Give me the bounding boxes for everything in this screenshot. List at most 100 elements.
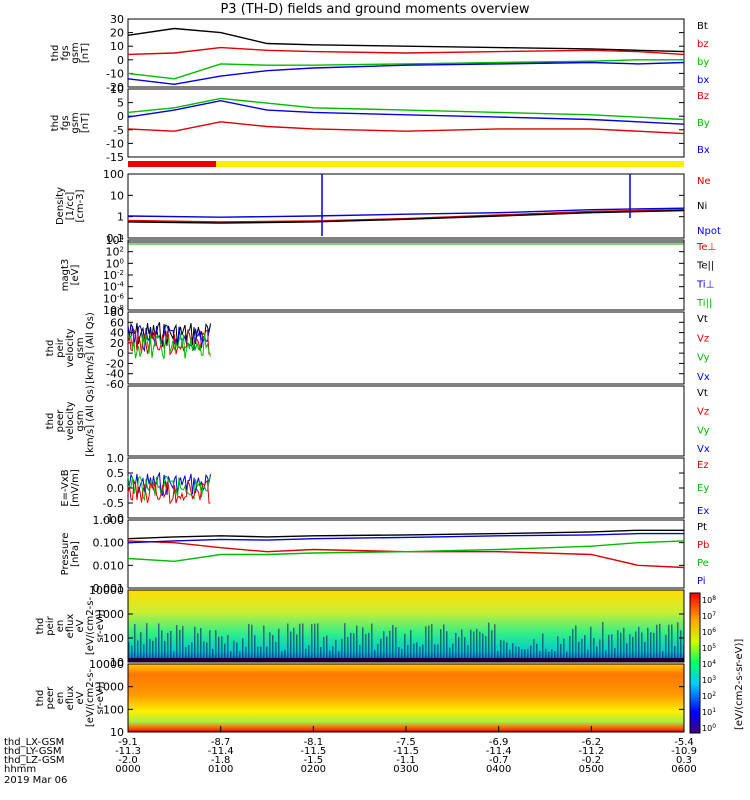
- spectrogram-speckle: [149, 639, 151, 658]
- ylabel-line: thd: [35, 618, 46, 635]
- spectrogram-speckle: [476, 628, 478, 658]
- spectrogram-speckle: [362, 627, 364, 658]
- spectrogram-speckle: [659, 623, 661, 658]
- spectrogram-speckle: [290, 631, 292, 658]
- spectrogram-speckle: [248, 623, 250, 658]
- ytick-label: -40: [106, 368, 124, 381]
- colorbar-tick: 101: [702, 707, 716, 717]
- ylabel-line: E=-VxB: [60, 469, 71, 506]
- ytick-label: 0.001: [93, 582, 125, 595]
- spectrogram-speckle: [173, 651, 175, 658]
- spectrogram-speckle: [467, 645, 469, 658]
- spectrogram-speckle: [383, 631, 385, 658]
- spectrogram-speckle: [251, 624, 253, 658]
- series-pb: [127, 540, 685, 569]
- legend-ni: Ni: [697, 201, 707, 212]
- spectrogram-speckle: [677, 622, 679, 658]
- legend-bz: Bz: [697, 91, 709, 102]
- xtick-label: -1.5: [304, 755, 324, 766]
- series-pi: [127, 532, 684, 544]
- ytick-label: 102: [106, 246, 124, 259]
- ytick-label: 1: [117, 211, 124, 224]
- spectrogram-speckle: [599, 639, 601, 658]
- ylabel-line: peir: [55, 337, 66, 357]
- legend-pi: Pi: [697, 576, 706, 587]
- legend-ex: Ex: [697, 506, 709, 517]
- spectrogram-speckle: [239, 651, 241, 658]
- ytick-label: 100: [103, 703, 124, 716]
- spectrogram-speckle: [485, 636, 487, 658]
- spectrogram-speckle: [416, 642, 418, 658]
- ylabel-line: Density: [55, 187, 66, 225]
- spectrogram-speckle: [470, 629, 472, 658]
- spectrogram-speckle: [164, 641, 166, 658]
- spectrogram-speckle: [512, 643, 514, 658]
- ylabel-line: [km/s] (All Qs): [85, 312, 96, 384]
- xtick-label: -1.1: [396, 755, 416, 766]
- spectrogram-speckle: [584, 635, 586, 658]
- ytick-label: -0.5: [103, 497, 124, 510]
- xtick-label: -5.4: [674, 737, 694, 748]
- ylabel-line: [km/s] (All Qs): [85, 385, 96, 457]
- ylabel-1: thd fgs gsm [nT]: [50, 112, 91, 133]
- xtick-label: 0000: [115, 764, 140, 775]
- spectrogram-speckle: [179, 630, 181, 658]
- xtick-label: -1.8: [211, 755, 231, 766]
- spectrogram-speckle: [632, 636, 634, 658]
- spectrogram-speckle: [668, 624, 670, 658]
- spectrogram-speckle: [671, 624, 673, 658]
- colorbar-tick: 107: [702, 611, 716, 621]
- ylabel-line: magt3: [60, 259, 71, 292]
- spectrogram-speckle: [419, 646, 421, 658]
- spectrogram-speckle: [368, 632, 370, 658]
- ytick-label: -1.0: [103, 512, 124, 525]
- spectrogram-speckle: [491, 630, 493, 658]
- spectrogram-speckle: [329, 650, 331, 658]
- spectrogram-speckle: [377, 644, 379, 658]
- ylabel-line: thd: [35, 690, 46, 707]
- spectrogram-speckle: [422, 644, 424, 658]
- spectrogram-speckle: [299, 623, 301, 658]
- spectrogram-speckle: [503, 640, 505, 658]
- xtick-label: -7.5: [396, 737, 416, 748]
- xtick-label: -11.3: [115, 746, 141, 757]
- spectrogram-speckle: [506, 642, 508, 658]
- legend-bt: Bt: [697, 21, 708, 32]
- spectrogram-speckle: [650, 632, 652, 658]
- colorbar-tick: 106: [702, 627, 716, 637]
- ytick-label: 0.0: [107, 482, 125, 495]
- panel-frame-0: [127, 18, 685, 88]
- ytick-label: 0.100: [93, 537, 125, 550]
- ylabel-line: en: [55, 620, 66, 633]
- noise-trace: [127, 324, 211, 353]
- spectrogram-speckle: [131, 645, 133, 658]
- spectrogram-speckle: [581, 638, 583, 658]
- ytick-label: 1000: [96, 681, 124, 694]
- ytick-label: 60: [110, 316, 124, 329]
- spectrogram-speckle: [629, 634, 631, 658]
- spectrogram-speckle: [458, 637, 460, 658]
- spectrogram-speckle: [473, 631, 475, 658]
- spectrogram-speckle: [344, 623, 346, 658]
- spectrogram-speckle: [275, 642, 277, 658]
- spectrogram-speckle: [641, 632, 643, 658]
- spectrogram-speckle: [203, 641, 205, 658]
- spectrogram-speckle: [143, 644, 145, 658]
- panel-frame-5: [127, 385, 685, 457]
- ylabel-line: peir: [45, 615, 56, 635]
- ylabel-line: Pressure: [60, 533, 71, 576]
- spectrogram-speckle: [296, 634, 298, 658]
- ytick-label: 10: [110, 726, 124, 739]
- spectrogram-speckle: [530, 645, 532, 658]
- ylabel-line: sr-eV)]: [95, 681, 106, 714]
- series-bz: [127, 121, 685, 135]
- ylabel-line: eV: [75, 619, 86, 632]
- ytick-label: 0: [117, 110, 124, 123]
- spectrogram-speckle: [326, 635, 328, 658]
- spectrogram-speckle: [317, 623, 319, 658]
- colorbar-tick: 104: [702, 659, 716, 669]
- series-bx: [127, 99, 685, 125]
- spectrogram-speckle: [623, 627, 625, 658]
- xtick-label: -10.9: [671, 746, 697, 757]
- legend-te||: Te||: [696, 261, 714, 272]
